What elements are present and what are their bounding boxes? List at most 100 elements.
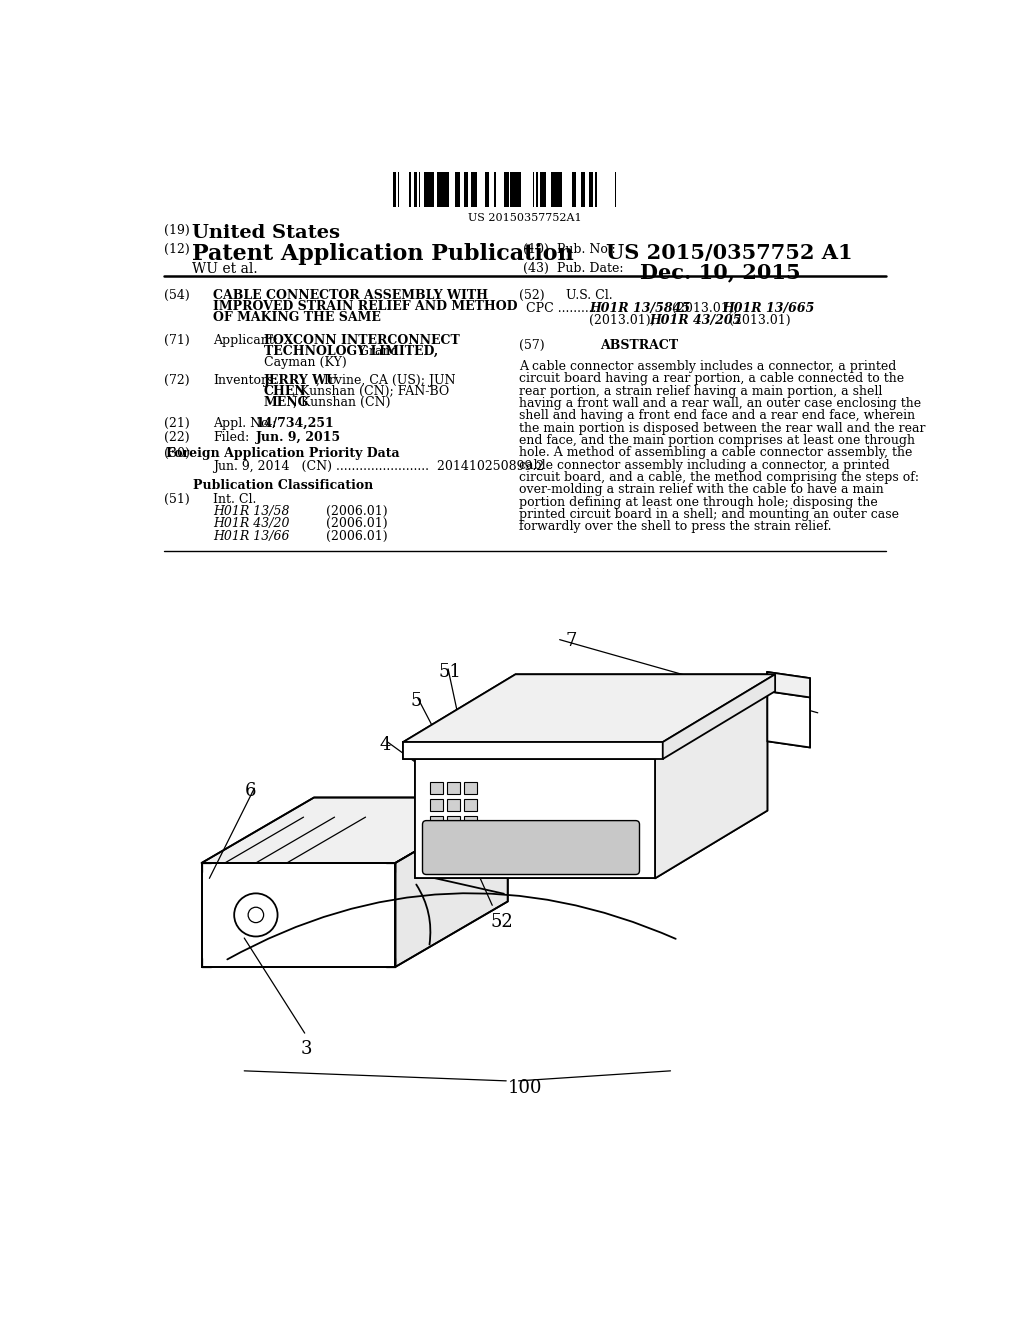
Text: 52: 52 [490,913,513,931]
Text: OF MAKING THE SAME: OF MAKING THE SAME [213,312,381,323]
Text: Filed:: Filed: [213,430,250,444]
Bar [430,781,442,795]
Bar [441,172,445,207]
Bar [589,172,593,207]
Polygon shape [403,742,663,759]
Text: , Irvine, CA (US); JUN: , Irvine, CA (US); JUN [316,374,456,387]
Text: (54): (54) [164,289,189,302]
Text: Foreign Application Priority Data: Foreign Application Priority Data [166,447,399,461]
Text: (52): (52) [519,289,545,302]
Bar [551,172,555,207]
Text: H01R 43/20: H01R 43/20 [213,517,290,531]
Bar [430,816,442,829]
Text: U.S. Cl.: U.S. Cl. [566,289,612,302]
Polygon shape [767,672,810,697]
Text: Int. Cl.: Int. Cl. [213,494,257,507]
Text: (43)  Pub. Date:: (43) Pub. Date: [523,263,624,276]
Bar [544,172,545,207]
Text: printed circuit board in a shell; and mounting an outer case: printed circuit board in a shell; and mo… [519,508,899,521]
Text: cable connector assembly including a connector, a printed: cable connector assembly including a con… [519,459,890,471]
Bar [516,172,520,207]
Bar [397,172,399,207]
Bar [506,172,507,207]
Text: the main portion is disposed between the rear wall and the rear: the main portion is disposed between the… [519,422,926,434]
Text: Jun. 9, 2015: Jun. 9, 2015 [256,430,341,444]
Bar [474,172,477,207]
Text: 51: 51 [438,663,461,681]
Bar [514,172,516,207]
Bar [445,172,449,207]
Text: TECHNOLOGY LIMITED,: TECHNOLOGY LIMITED, [263,345,438,358]
Text: Jun. 9, 2014   (CN) ........................  201410250899.2: Jun. 9, 2014 (CN) ......................… [213,461,545,474]
Text: Appl. No.:: Appl. No.: [213,417,276,430]
Bar [471,172,474,207]
Bar [427,172,429,207]
Bar [447,799,460,812]
Bar [537,172,538,207]
Bar [464,172,466,207]
Bar [437,172,441,207]
Text: CPC ..........: CPC .......... [525,302,596,314]
Polygon shape [202,797,508,863]
Bar [582,172,586,207]
Text: US 2015/0357752 A1: US 2015/0357752 A1 [606,243,853,263]
Text: , Kunshan (CN): , Kunshan (CN) [293,396,390,409]
Text: (21): (21) [164,417,189,430]
Text: H01R 43/205: H01R 43/205 [649,314,742,327]
Text: (2006.01): (2006.01) [326,529,387,543]
Polygon shape [415,759,655,878]
Bar [393,172,396,207]
Text: Inventors:: Inventors: [213,374,278,387]
Bar [595,172,597,207]
Bar [409,172,411,207]
Text: Applicant:: Applicant: [213,334,279,347]
Text: (22): (22) [164,430,189,444]
Polygon shape [403,675,775,742]
Text: JERRY WU: JERRY WU [263,374,338,387]
Text: H01R 13/66: H01R 13/66 [213,529,290,543]
Bar [507,172,509,207]
FancyBboxPatch shape [423,821,640,875]
Text: (12): (12) [164,243,189,256]
Text: (30): (30) [164,447,189,461]
Text: , Kunshan (CN); FAN-BO: , Kunshan (CN); FAN-BO [292,385,449,397]
Text: Cayman (KY): Cayman (KY) [263,355,346,368]
Text: US 20150357752A1: US 20150357752A1 [468,213,582,223]
Bar [540,172,544,207]
Text: FOXCONN INTERCONNECT: FOXCONN INTERCONNECT [263,334,460,347]
Text: 6: 6 [245,781,256,800]
Bar [430,172,434,207]
Text: H01R 13/665: H01R 13/665 [722,302,815,314]
Bar [447,816,460,829]
Text: (10)  Pub. No.:: (10) Pub. No.: [523,243,615,256]
Text: Dec. 10, 2015: Dec. 10, 2015 [640,263,800,282]
Text: end face, and the main portion comprises at least one through: end face, and the main portion comprises… [519,434,915,447]
Text: over-molding a strain relief with the cable to have a main: over-molding a strain relief with the ca… [519,483,884,496]
Text: WU et al.: WU et al. [191,263,257,276]
Bar [424,172,427,207]
Text: United States: United States [191,224,340,242]
Bar [447,781,460,795]
Text: IMPROVED STRAIN RELIEF AND METHOD: IMPROVED STRAIN RELIEF AND METHOD [213,300,518,313]
Text: Patent Application Publication: Patent Application Publication [191,243,573,265]
Text: (2013.01): (2013.01) [729,314,791,327]
Text: 4: 4 [380,737,391,754]
Text: 5: 5 [411,692,422,710]
Text: (2013.01);: (2013.01); [589,314,655,327]
Bar [464,816,477,829]
Bar [430,799,442,812]
Text: circuit board, and a cable, the method comprising the steps of:: circuit board, and a cable, the method c… [519,471,920,484]
Text: hole. A method of assembling a cable connector assembly, the: hole. A method of assembling a cable con… [519,446,912,459]
Text: H01R 13/58: H01R 13/58 [213,506,290,517]
Bar [558,172,562,207]
Bar [572,172,575,207]
Bar [464,781,477,795]
Bar [510,172,514,207]
Text: forwardly over the shell to press the strain relief.: forwardly over the shell to press the st… [519,520,831,533]
Polygon shape [415,692,767,759]
Polygon shape [663,675,775,759]
Text: (2006.01): (2006.01) [326,506,387,517]
Polygon shape [767,692,810,747]
Text: CHEN: CHEN [263,385,306,397]
Bar [464,799,477,812]
